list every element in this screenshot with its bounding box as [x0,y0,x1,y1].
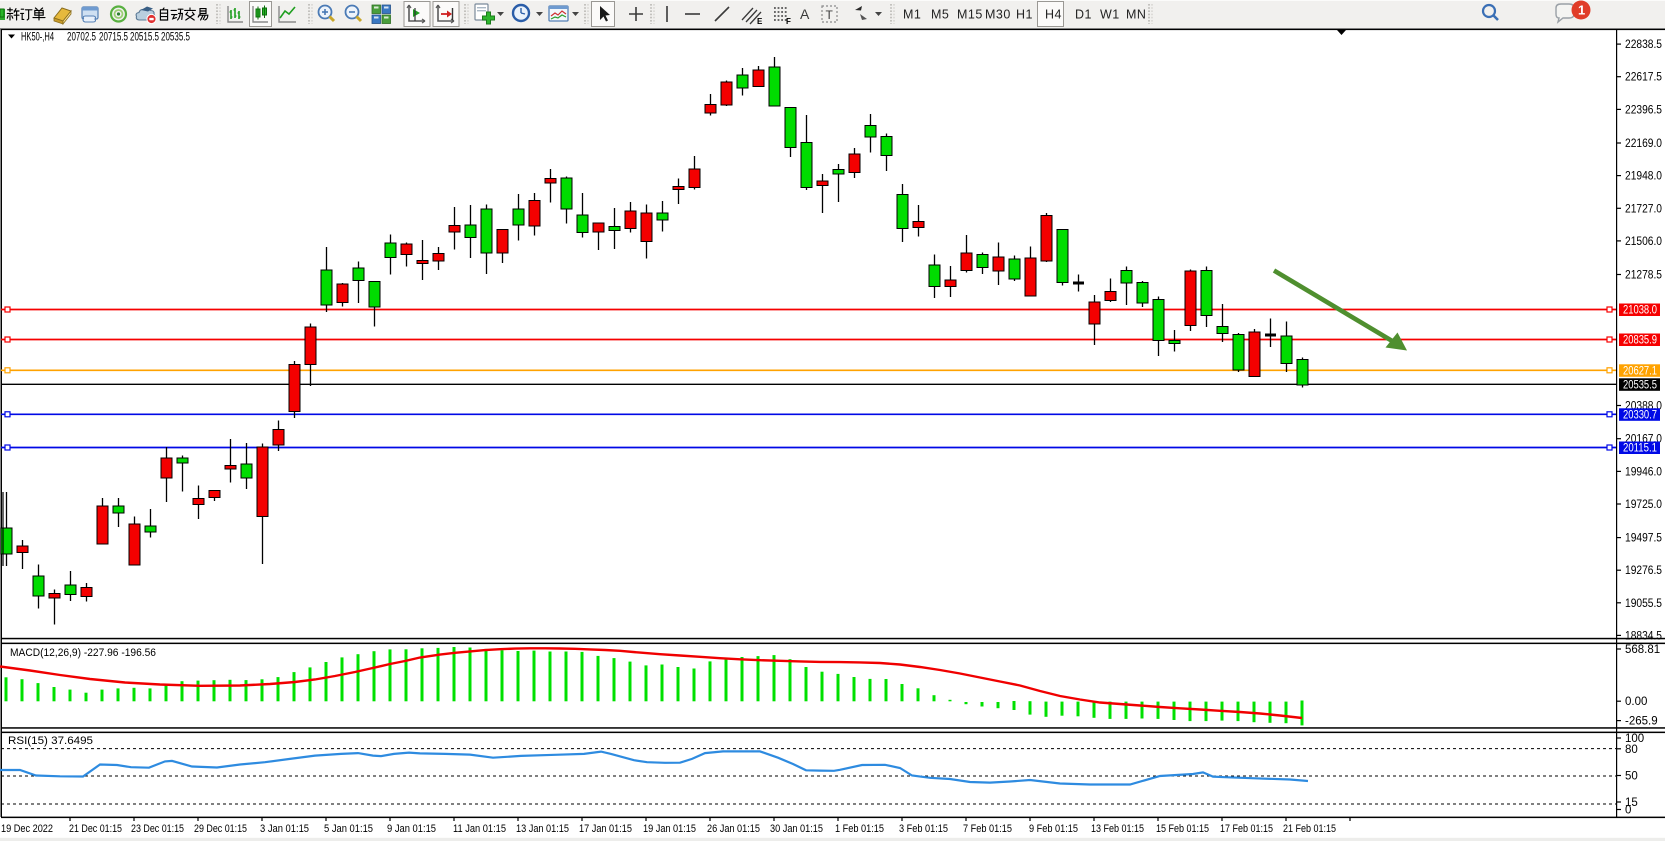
svg-text:21278.5: 21278.5 [1625,270,1662,282]
svg-text:19 Jan 01:15: 19 Jan 01:15 [643,823,696,835]
svg-text:MN: MN [1126,8,1146,22]
svg-text:19 Dec 2022: 19 Dec 2022 [1,823,53,835]
svg-text:W1: W1 [1100,8,1120,22]
svg-text:0.00: 0.00 [1625,696,1647,708]
svg-text:22396.5: 22396.5 [1625,104,1662,116]
svg-text:5 Jan 01:15: 5 Jan 01:15 [324,823,373,835]
svg-text:F: F [786,17,791,26]
svg-text:D1: D1 [1075,8,1092,22]
svg-text:20535.5: 20535.5 [161,32,190,44]
svg-text:568.81: 568.81 [1625,644,1660,656]
svg-text:E: E [757,17,763,26]
svg-text:19725.0: 19725.0 [1625,499,1662,511]
svg-text:1: 1 [1578,3,1585,18]
svg-text:20330.7: 20330.7 [1623,410,1657,422]
svg-text:13 Jan 01:15: 13 Jan 01:15 [516,823,569,835]
svg-text:13 Feb 01:15: 13 Feb 01:15 [1091,823,1144,835]
svg-text:26 Jan 01:15: 26 Jan 01:15 [707,823,760,835]
svg-text:RSI(15) 37.6495: RSI(15) 37.6495 [8,735,93,747]
svg-text:20535.5: 20535.5 [1623,380,1657,392]
svg-text:M30: M30 [985,8,1011,22]
svg-text:29 Dec 01:15: 29 Dec 01:15 [194,823,247,835]
svg-text:50: 50 [1625,771,1638,783]
svg-text:H4: H4 [1045,8,1062,22]
svg-text:21 Dec 01:15: 21 Dec 01:15 [69,823,122,835]
svg-text:19276.5: 19276.5 [1625,565,1662,577]
svg-text:19946.0: 19946.0 [1625,466,1662,478]
svg-text:15 Feb 01:15: 15 Feb 01:15 [1156,823,1209,835]
svg-text:19055.5: 19055.5 [1625,598,1662,610]
svg-text:T: T [826,8,834,22]
svg-text:20515.5: 20515.5 [130,32,159,44]
svg-text:3 Jan 01:15: 3 Jan 01:15 [260,823,309,835]
svg-text:9 Jan 01:15: 9 Jan 01:15 [387,823,436,835]
svg-text:80: 80 [1625,744,1638,756]
svg-text:21 Feb 01:15: 21 Feb 01:15 [1283,823,1336,835]
svg-text:20835.9: 20835.9 [1623,335,1657,347]
svg-text:H1: H1 [1016,8,1033,22]
svg-text:30 Jan 01:15: 30 Jan 01:15 [770,823,823,835]
svg-text:-265.9: -265.9 [1625,716,1658,728]
svg-text:100: 100 [1625,733,1644,745]
svg-text:A: A [800,6,810,22]
svg-text:M15: M15 [957,8,983,22]
svg-text:17 Jan 01:15: 17 Jan 01:15 [579,823,632,835]
svg-text:21727.0: 21727.0 [1625,203,1662,215]
svg-text:22169.0: 22169.0 [1625,138,1662,150]
svg-text:15: 15 [1625,797,1638,809]
svg-text:M1: M1 [903,8,921,22]
svg-text:23 Dec 01:15: 23 Dec 01:15 [131,823,184,835]
svg-text:18834.5: 18834.5 [1625,630,1662,642]
svg-text:21038.0: 21038.0 [1623,305,1657,317]
svg-text:11 Jan 01:15: 11 Jan 01:15 [453,823,506,835]
svg-text:21948.0: 21948.0 [1625,171,1662,183]
svg-text:0: 0 [1625,805,1631,817]
svg-text:22617.5: 22617.5 [1625,72,1662,84]
svg-text:HK50-,H4: HK50-,H4 [21,32,54,44]
svg-text:22838.5: 22838.5 [1625,39,1662,51]
svg-text:20715.5: 20715.5 [99,32,128,44]
svg-text:19497.5: 19497.5 [1625,533,1662,545]
svg-text:MACD(12,26,9) -227.96 -196.56: MACD(12,26,9) -227.96 -196.56 [10,647,156,659]
svg-text:7 Feb 01:15: 7 Feb 01:15 [963,823,1012,835]
svg-text:20627.1: 20627.1 [1623,366,1657,378]
svg-text:1 Feb 01:15: 1 Feb 01:15 [835,823,884,835]
svg-text:20702.5: 20702.5 [67,32,96,44]
svg-text:3 Feb 01:15: 3 Feb 01:15 [899,823,948,835]
svg-text:21506.0: 21506.0 [1625,236,1662,248]
svg-text:20115.1: 20115.1 [1623,443,1657,455]
svg-text:17 Feb 01:15: 17 Feb 01:15 [1220,823,1273,835]
svg-text:9 Feb 01:15: 9 Feb 01:15 [1029,823,1078,835]
svg-text:M5: M5 [931,8,949,22]
